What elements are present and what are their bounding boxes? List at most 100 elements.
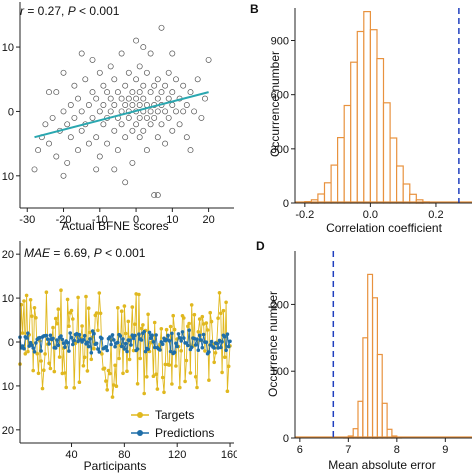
panel-d-ylabel: Occurrence number xyxy=(266,291,280,397)
series-point-targets xyxy=(106,368,111,373)
series-point-targets xyxy=(224,300,228,305)
series-point-predictions xyxy=(146,347,150,351)
series-point-targets xyxy=(65,297,70,302)
series-point-predictions xyxy=(110,333,115,337)
series-point-targets xyxy=(220,370,224,375)
scatter-point xyxy=(85,102,92,108)
series-point-targets xyxy=(42,368,46,372)
series-point-targets xyxy=(131,348,136,353)
scatter-point xyxy=(53,89,60,96)
series-point-targets xyxy=(146,312,150,317)
y-tick-label: 0 xyxy=(8,106,14,118)
panel-b-label: B xyxy=(250,2,259,16)
scatter-point xyxy=(143,69,150,76)
series-point-predictions xyxy=(88,337,92,341)
scatter-point xyxy=(85,140,92,147)
series-point-predictions xyxy=(123,341,128,346)
scatter-point xyxy=(140,95,147,102)
y-tick-label: 600 xyxy=(271,90,289,102)
series-point-predictions xyxy=(77,332,82,337)
scatter-point xyxy=(154,108,161,115)
series-point-targets xyxy=(53,316,58,321)
series-point-predictions xyxy=(182,336,186,340)
series-point-predictions xyxy=(63,345,67,349)
x-tick-label: 7 xyxy=(345,444,351,456)
y-tick-label: 10 xyxy=(2,293,14,305)
series-point-targets xyxy=(213,351,218,355)
series-point-targets xyxy=(77,380,82,384)
series-point-predictions xyxy=(152,345,157,350)
scatter-point xyxy=(133,121,140,128)
scatter-point xyxy=(129,102,136,108)
series-point-predictions xyxy=(208,343,212,347)
series-point-predictions xyxy=(26,331,30,335)
scatter-point xyxy=(187,147,194,154)
series-point-predictions xyxy=(209,339,214,344)
scatter-point xyxy=(118,50,125,57)
series-point-targets xyxy=(123,331,128,336)
series-point-predictions xyxy=(178,336,182,340)
scatter-point xyxy=(75,147,81,154)
histogram-bar xyxy=(389,137,398,204)
scatter-point xyxy=(111,127,118,134)
series-point-targets xyxy=(96,328,100,333)
series-point-targets xyxy=(141,323,145,327)
series-point-targets xyxy=(154,372,158,376)
y-tick-label: 100 xyxy=(271,366,289,378)
y-tick-label: 300 xyxy=(271,144,289,156)
scatter-point xyxy=(75,95,81,102)
series-point-predictions xyxy=(34,341,38,345)
series-point-targets xyxy=(163,362,168,367)
scatter-point xyxy=(187,89,194,96)
histogram-bar xyxy=(357,400,364,439)
scatter-point xyxy=(89,114,96,121)
series-point-predictions xyxy=(195,337,199,341)
series-point-predictions xyxy=(85,340,90,344)
scatter-point xyxy=(133,95,140,102)
scatter-point xyxy=(198,114,205,121)
series-point-predictions xyxy=(71,342,75,347)
series-point-predictions xyxy=(130,333,135,337)
series-point-predictions xyxy=(143,349,148,354)
series-point-predictions xyxy=(204,340,209,344)
series-point-targets xyxy=(137,292,141,297)
y-tick-label: 10 xyxy=(2,42,14,54)
series-point-predictions xyxy=(154,333,158,337)
histogram-bar xyxy=(343,104,352,204)
series-point-predictions xyxy=(158,348,162,352)
scatter-point xyxy=(82,76,89,83)
scatter-point xyxy=(104,89,111,96)
series-point-predictions xyxy=(55,338,59,342)
scatter-point xyxy=(165,114,172,121)
series-point-targets xyxy=(203,349,207,353)
series-point-predictions xyxy=(197,333,202,338)
series-point-predictions xyxy=(47,342,51,346)
histogram-bar xyxy=(402,183,411,204)
scatter-point xyxy=(78,108,85,115)
series-point-targets xyxy=(39,359,43,363)
series-point-predictions xyxy=(68,331,72,335)
series-point-predictions xyxy=(94,341,99,346)
x-tick-label: -20 xyxy=(56,214,72,226)
scatter-point xyxy=(125,69,132,76)
scatter-point xyxy=(129,159,136,166)
series-point-targets xyxy=(104,379,108,383)
histogram-bar xyxy=(363,11,372,204)
series-point-targets xyxy=(63,371,67,375)
scatter-point xyxy=(173,76,179,83)
y-tick-label: 200 xyxy=(271,299,289,311)
series-point-predictions xyxy=(151,340,156,344)
series-point-predictions xyxy=(105,348,109,353)
series-point-predictions xyxy=(81,338,86,342)
scatter-point xyxy=(111,102,118,108)
series-point-targets xyxy=(179,349,183,353)
panel-c-annotation: MAE = 6.69, P < 0.001 xyxy=(24,246,146,260)
series-point-targets xyxy=(117,356,121,361)
series-point-targets xyxy=(201,322,206,326)
series-point-predictions xyxy=(31,346,35,350)
series-point-targets xyxy=(192,312,197,317)
series-point-predictions xyxy=(112,338,116,342)
scatter-point xyxy=(42,121,49,128)
series-point-predictions xyxy=(219,345,223,350)
series-point-targets xyxy=(24,293,29,298)
